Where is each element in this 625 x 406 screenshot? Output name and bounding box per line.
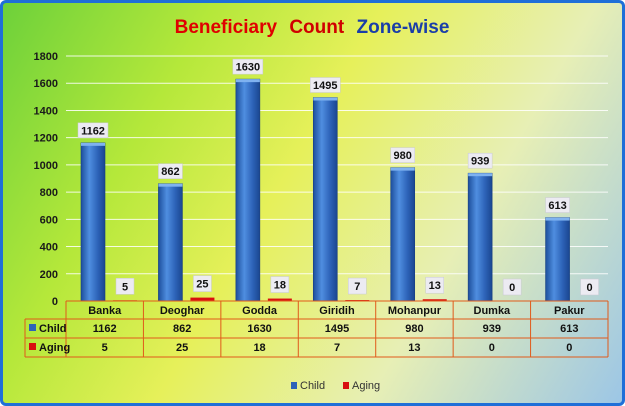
legend-label-aging: Aging (352, 380, 380, 392)
chart-svg: Beneficiary Count Zone-wise 0 200 400 600 80… (24, 17, 609, 392)
y-tick-label-0: 0 (52, 296, 58, 308)
table-cell-child-banka: 1162 (93, 323, 117, 335)
bar-cap-dumka (468, 173, 493, 177)
bar-cap-mohanpur (390, 167, 415, 171)
data-label-bg-aging-godda (270, 276, 290, 293)
legend-key-child (291, 382, 297, 389)
y-tick-label-1200: 1200 (34, 133, 58, 145)
table-cell-child-godda: 1630 (247, 323, 271, 335)
legend: Child Aging (291, 380, 380, 392)
bar-child-pakur (545, 217, 570, 302)
table-cell-child-deoghar: 862 (173, 323, 191, 335)
y-tick-label-1600: 1600 (34, 78, 58, 90)
table-header-godda: Godda (242, 305, 278, 317)
data-label-aging-godda: 18 (274, 280, 286, 292)
data-label-bg-child-godda (232, 58, 264, 75)
data-label-child-mohanpur: 980 (394, 150, 412, 162)
data-label-bg-aging-pakur (580, 278, 599, 296)
data-label-bg-child-dumka (467, 152, 493, 169)
table-cell-child-dumka: 939 (483, 323, 501, 335)
table-cell-aging-banka: 5 (102, 342, 108, 354)
table-header-banka: Banka (88, 305, 122, 317)
y-tick-label-1400: 1400 (34, 105, 58, 117)
bar-aging-godda (267, 298, 292, 301)
y-tick-label-600: 600 (40, 214, 58, 226)
bar-cap-giridih (313, 97, 338, 101)
table-cell-aging-godda: 18 (253, 342, 265, 354)
data-label-bg-aging-dumka (502, 278, 522, 296)
bar-child-mohanpur (390, 167, 416, 302)
table-cell-child-mohanpur: 980 (405, 323, 423, 335)
title-part-3: Zone-wise (356, 17, 449, 38)
data-label-bg-child-pakur (545, 197, 570, 213)
bar-child-godda (235, 78, 261, 302)
bars (80, 78, 570, 302)
y-tick-label-800: 800 (40, 187, 58, 199)
data-label-bg-aging-banka (115, 278, 135, 295)
bar-child-banka (80, 142, 106, 302)
data-label-child-godda: 1630 (236, 62, 260, 74)
bar-cap-godda (235, 79, 260, 83)
data-label-bg-aging-deoghar (193, 275, 212, 292)
y-tick-label-1000: 1000 (34, 160, 58, 172)
bar-aging-deoghar (190, 297, 215, 301)
table-cell-child-pakur: 613 (560, 323, 578, 335)
table-header-giridih: Giridih (319, 305, 355, 317)
bar-child-dumka (467, 172, 493, 302)
table-cell-aging-deoghar: 25 (176, 342, 188, 354)
table-header-mohanpur: Mohanpur (388, 305, 442, 317)
data-label-bg-aging-mohanpur (425, 276, 444, 294)
data-label-child-pakur: 613 (548, 200, 566, 212)
table-header-pakur: Pakur (554, 305, 585, 317)
y-tick-label-200: 200 (40, 269, 58, 281)
table-cell-child-giridih: 1495 (325, 323, 349, 335)
data-label-bg-child-banka (77, 122, 109, 139)
legend-key-aging (343, 382, 349, 389)
table-cell-aging-giridih: 7 (334, 342, 340, 354)
data-label-bg-child-deoghar (158, 163, 183, 179)
y-tick-label-1800: 1800 (34, 51, 58, 63)
table-header-dumka: Dumka (474, 305, 512, 317)
table-row-label-aging: Aging (39, 342, 70, 354)
data-label-aging-dumka: 0 (509, 282, 515, 294)
y-axis: 0 200 400 600 800 1000 1200 1400 1600 1800 (34, 51, 58, 308)
data-label-bg-child-giridih (310, 77, 341, 93)
data-label-aging-giridih: 7 (354, 281, 360, 293)
bar-cap-banka (81, 142, 105, 146)
table-cell-aging-mohanpur: 13 (408, 342, 420, 354)
data-label-child-giridih: 1495 (313, 80, 337, 92)
y-tick-label-400: 400 (40, 242, 58, 254)
bar-cap-pakur (545, 217, 570, 221)
chart-title: Beneficiary Count Zone-wise (175, 17, 450, 38)
data-label-bg-aging-giridih (348, 277, 367, 295)
table-cell-aging-pakur: 0 (566, 342, 572, 354)
data-label-child-deoghar: 862 (161, 166, 179, 178)
bar-child-deoghar (158, 183, 183, 302)
data-label-child-banka: 1162 (81, 125, 105, 137)
data-table: Banka Deoghar Godda Giridih Mohanpur Dumka Pak… (24, 300, 609, 358)
table-legend-key-child (29, 324, 36, 331)
data-label-bg-child-mohanpur (390, 147, 415, 163)
data-label-child-dumka: 939 (471, 156, 489, 168)
data-label-aging-pakur: 0 (587, 282, 593, 294)
data-label-aging-deoghar: 25 (196, 279, 208, 291)
legend-label-child: Child (300, 380, 325, 392)
table-cell-aging-dumka: 0 (489, 342, 495, 354)
data-label-aging-banka: 5 (122, 281, 128, 293)
title-part-1: Beneficiary (175, 17, 278, 38)
data-labels: 1162 5 862 25 1630 18 1495 7 980 13 939 0 613 0 (77, 58, 599, 296)
bar-aging-mohanpur (422, 299, 447, 301)
table-row-label-child: Child (39, 323, 67, 335)
table-header-deoghar: Deoghar (160, 305, 205, 317)
title-part-2: Count (289, 17, 345, 38)
bar-cap-deoghar (158, 183, 183, 187)
table-legend-key-aging (29, 343, 36, 350)
data-label-aging-mohanpur: 13 (429, 280, 441, 292)
bar-child-giridih (312, 97, 338, 302)
